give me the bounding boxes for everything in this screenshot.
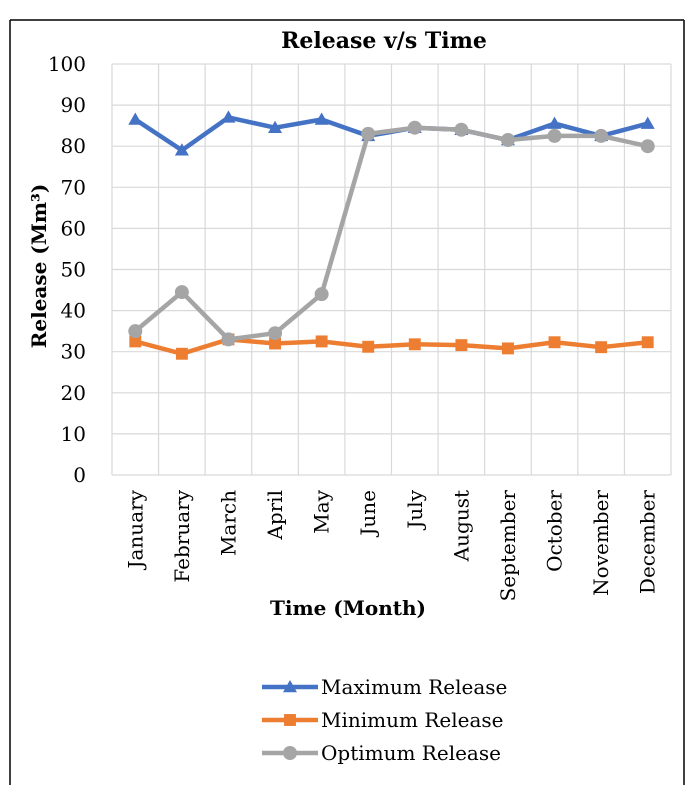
y-tick-label: 0 (73, 463, 86, 487)
chart-title: Release v/s Time (281, 28, 487, 54)
data-point-circle (268, 326, 283, 341)
data-point-circle (407, 120, 422, 135)
data-point-square (284, 714, 296, 726)
data-point-triangle (128, 112, 143, 125)
x-tick-label: May (310, 489, 334, 533)
data-point-square (362, 340, 375, 353)
y-tick-label: 90 (61, 93, 86, 117)
y-tick-label: 10 (61, 422, 86, 446)
y-axis-label: Release (Mm³) (27, 184, 51, 349)
series-line (134, 337, 648, 357)
data-point-circle (174, 285, 189, 300)
legend-label: Minimum Release (321, 708, 503, 732)
y-tick-labels: 0 10 20 30 40 50 60 70 80 90 100 (48, 52, 86, 487)
x-tick-label: December (636, 490, 660, 595)
data-point-circle (221, 332, 236, 347)
data-point-square (408, 338, 421, 351)
legend-item: Minimum Release (262, 708, 503, 732)
y-tick-label: 70 (61, 175, 86, 199)
data-point-circle (547, 128, 562, 143)
x-tick-label: November (589, 490, 613, 596)
data-point-square (548, 336, 561, 349)
data-point-square (269, 337, 281, 350)
legend-label: Optimum Release (321, 741, 501, 765)
data-point-circle (594, 128, 609, 143)
x-tick-label: October (543, 490, 567, 572)
legend: Maximum Release Minimum Release Optimum Re… (262, 675, 507, 765)
data-point-circle (640, 139, 655, 154)
data-point-triangle (221, 110, 236, 123)
y-tick-label: 100 (48, 52, 86, 76)
x-tick-label: June (356, 490, 380, 538)
y-tick-label: 20 (61, 381, 86, 405)
x-tick-label: February (170, 489, 194, 582)
x-axis-label: Time (Month) (270, 596, 426, 620)
data-point-square (455, 339, 468, 352)
y-tick-label: 80 (61, 134, 86, 158)
y-tick-label: 60 (61, 216, 86, 240)
data-point-square (595, 341, 608, 354)
data-point-square (129, 335, 142, 348)
data-point-circle (500, 133, 515, 148)
x-tick-label: January (123, 489, 147, 570)
x-tick-labels: January February March April May June July Augu… (123, 489, 659, 601)
series-group (128, 110, 655, 360)
data-point-square (175, 347, 188, 360)
data-point-circle (314, 287, 329, 302)
grid (111, 63, 672, 476)
x-tick-label: August (449, 490, 473, 562)
legend-item: Optimum Release (262, 741, 501, 765)
y-tick-label: 30 (61, 340, 86, 364)
data-point-circle (128, 324, 143, 339)
data-point-square (502, 342, 514, 355)
data-point-circle (361, 126, 376, 141)
data-point-triangle (283, 680, 297, 693)
data-point-circle (283, 746, 297, 760)
data-point-square (641, 336, 654, 349)
x-tick-label: September (496, 490, 520, 602)
data-point-triangle (314, 112, 329, 125)
x-tick-label: March (216, 490, 240, 556)
data-point-square (315, 335, 328, 348)
x-tick-label: April (263, 490, 287, 541)
data-point-triangle (268, 120, 283, 133)
legend-label: Maximum Release (321, 675, 507, 699)
data-point-triangle (547, 116, 562, 129)
x-tick-label: July (403, 489, 427, 530)
series-optimum-release (128, 120, 655, 347)
data-point-circle (454, 122, 469, 137)
data-point-triangle (174, 143, 189, 156)
series-minimum-release (129, 333, 654, 360)
series-line (133, 125, 649, 342)
y-tick-label: 40 (61, 299, 86, 323)
data-point-triangle (640, 116, 655, 129)
legend-item: Maximum Release (262, 675, 507, 699)
y-tick-label: 50 (61, 258, 86, 282)
